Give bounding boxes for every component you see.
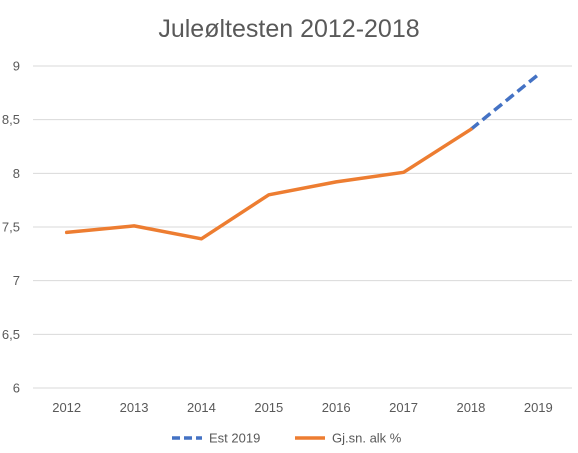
legend-label: Gj.sn. alk % [332,431,402,446]
y-tick-label: 7 [13,273,20,288]
series-line-1 [469,73,540,131]
x-tick-label: 2012 [52,400,81,415]
x-tick-label: 2013 [120,400,149,415]
series-lines [64,73,540,241]
legend-label: Est 2019 [209,431,260,446]
chart-title: Juleøltesten 2012-2018 [158,15,419,43]
x-tick-label: 2014 [187,400,216,415]
x-axis-ticks: 2012 2013 2014 2015 2016 2017 2018 2019 [52,400,553,415]
x-tick-label: 2016 [322,400,351,415]
y-tick-label: 7,5 [2,220,20,235]
y-axis-ticks: 6 6,5 7 7,5 8 8,5 9 [2,59,20,396]
series-line-2 [64,127,473,241]
x-tick-label: 2017 [389,400,418,415]
y-tick-label: 8,5 [2,112,20,127]
legend: Est 2019 Gj.sn. alk % [172,431,402,446]
x-tick-label: 2015 [254,400,283,415]
y-tick-label: 6,5 [2,327,20,342]
y-tick-label: 6 [13,381,20,396]
x-tick-label: 2019 [524,400,553,415]
y-tick-label: 8 [13,166,20,181]
x-tick-label: 2018 [456,400,485,415]
y-tick-label: 9 [13,59,20,74]
